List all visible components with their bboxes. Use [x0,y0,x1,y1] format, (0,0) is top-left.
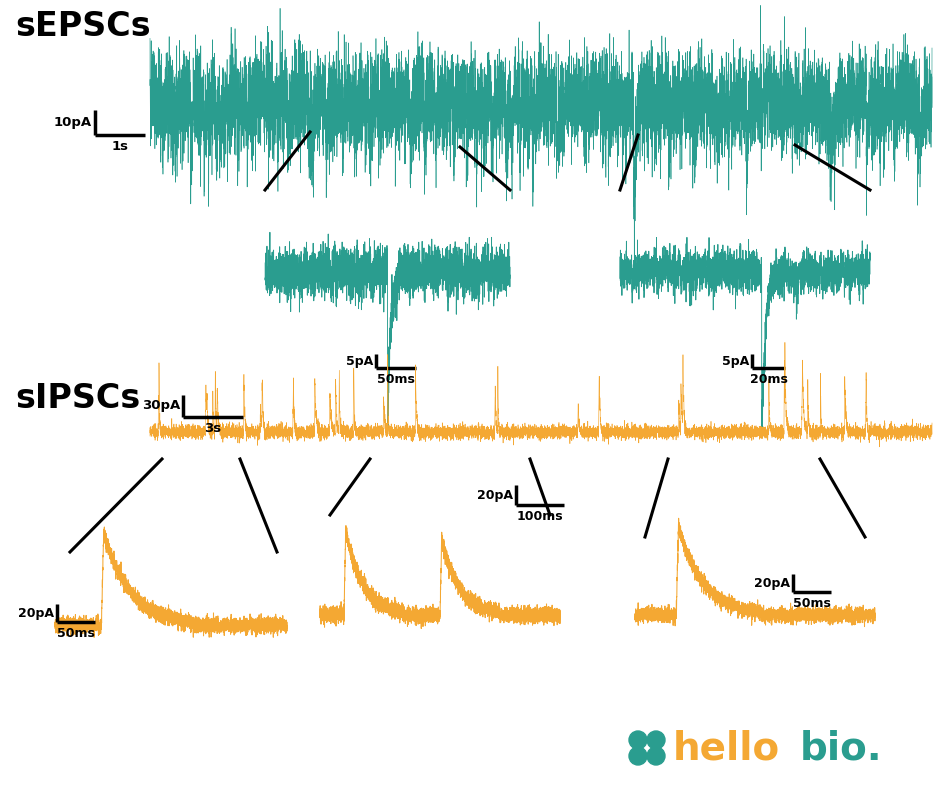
Text: hello: hello [673,729,780,767]
Text: 20pA: 20pA [18,606,54,619]
Text: 50ms: 50ms [377,373,414,386]
Text: 30pA: 30pA [141,399,180,413]
Text: 20pA: 20pA [754,577,790,590]
Circle shape [647,731,665,749]
Text: sIPSCs: sIPSCs [15,382,140,415]
Text: sEPSCs: sEPSCs [15,10,151,43]
Text: 20ms: 20ms [750,373,788,386]
Circle shape [647,747,665,765]
Text: 50ms: 50ms [57,627,95,640]
Text: bio.: bio. [800,729,883,767]
Text: 3s: 3s [204,422,221,435]
Text: 1s: 1s [111,140,128,153]
Text: 100ms: 100ms [517,510,563,523]
Text: 5pA: 5pA [722,354,749,367]
Text: 10pA: 10pA [54,116,92,129]
Circle shape [629,747,647,765]
Text: 50ms: 50ms [793,597,831,610]
Circle shape [629,731,647,749]
Text: 5pA: 5pA [346,354,373,367]
Text: 20pA: 20pA [477,489,513,502]
